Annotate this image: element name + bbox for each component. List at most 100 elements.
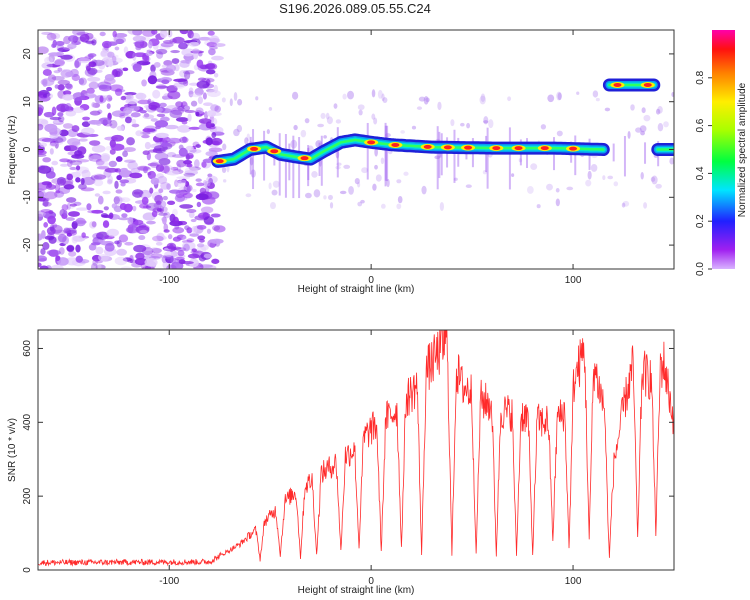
snr-y-label: SNR (10 * v/v) xyxy=(7,418,18,482)
noise-dot xyxy=(41,137,56,143)
noise-dot xyxy=(82,116,91,121)
noise-dot xyxy=(246,133,251,142)
noise-dot xyxy=(75,244,81,253)
noise-dot xyxy=(354,177,360,185)
noise-dot xyxy=(167,30,173,38)
noise-dot xyxy=(146,152,151,161)
noise-dot xyxy=(41,229,46,239)
noise-dot xyxy=(172,36,185,44)
noise-dot xyxy=(155,85,169,89)
noise-dot xyxy=(156,113,166,118)
noise-dot xyxy=(132,205,137,212)
noise-dot xyxy=(361,167,369,174)
noise-dot xyxy=(187,253,200,259)
noise-dot xyxy=(142,30,156,37)
noise-dot xyxy=(179,61,190,68)
noise-dot xyxy=(81,127,95,135)
noise-dot xyxy=(222,143,227,151)
noise-dot xyxy=(557,92,562,101)
spectral-peak-core xyxy=(443,145,452,150)
noise-dot xyxy=(397,195,403,204)
noise-dot xyxy=(109,84,124,92)
spectrogram-y-tick-label: 20 xyxy=(22,48,33,60)
noise-dot xyxy=(193,159,200,169)
noise-dot xyxy=(630,104,635,111)
noise-dot xyxy=(167,90,181,100)
noise-dot xyxy=(640,171,644,180)
noise-dot xyxy=(595,97,600,102)
colorbar-tick-label: 0.8 xyxy=(695,70,706,84)
noise-dot xyxy=(411,125,417,130)
noise-dot xyxy=(139,203,149,209)
noise-dot xyxy=(150,118,158,122)
noise-dot xyxy=(416,106,423,110)
colorbar-label: Normalized spectral amplitude xyxy=(737,82,748,217)
noise-dot xyxy=(268,182,272,190)
noise-dot xyxy=(317,123,325,128)
noise-dot xyxy=(74,150,83,157)
noise-dot xyxy=(160,181,170,190)
noise-dot xyxy=(38,191,48,198)
noise-dot xyxy=(72,92,86,102)
noise-dot xyxy=(145,51,153,57)
noise-dot xyxy=(76,207,89,211)
noise-dot xyxy=(300,129,307,138)
noise-dot xyxy=(566,186,574,191)
noise-dot xyxy=(181,48,196,57)
spectrogram-y-tick-label: 0 xyxy=(22,146,33,152)
noise-dot xyxy=(237,98,243,106)
noise-dot xyxy=(132,35,146,42)
noise-dot xyxy=(210,238,224,244)
noise-dot xyxy=(51,160,59,166)
colorbar: 0.0 0.2 0.4 0.6 0.8 Normalized spectral ampl… xyxy=(695,30,748,276)
noise-dot xyxy=(396,203,402,210)
noise-dot xyxy=(203,253,213,259)
noise-dot xyxy=(46,86,53,92)
noise-dot xyxy=(62,123,74,129)
noise-dot xyxy=(155,132,169,138)
noise-dot xyxy=(371,113,376,120)
noise-dot xyxy=(147,149,158,153)
noise-dot xyxy=(69,145,79,150)
noise-dot xyxy=(211,55,224,61)
noise-dot xyxy=(197,96,203,105)
noise-dot xyxy=(188,166,201,171)
noise-dot xyxy=(73,220,87,224)
spectrogram-y-tick-label: -10 xyxy=(22,190,33,205)
noise-dot xyxy=(164,251,174,257)
noise-dot xyxy=(78,138,88,142)
noise-dot xyxy=(43,221,49,228)
noise-dot xyxy=(151,247,162,254)
noise-dot xyxy=(155,164,165,172)
noise-dot xyxy=(160,42,174,48)
snr-x-label: Height of straight line (km) xyxy=(298,585,415,596)
noise-dot xyxy=(180,260,194,265)
noise-dot xyxy=(90,262,98,269)
noise-dot xyxy=(54,58,66,67)
noise-dot xyxy=(42,201,52,207)
noise-dot xyxy=(640,130,645,136)
noise-dot xyxy=(91,209,104,214)
noise-dot xyxy=(211,258,220,264)
noise-dot xyxy=(141,53,148,62)
noise-dot xyxy=(141,79,147,87)
noise-dot xyxy=(147,171,152,176)
noise-dot xyxy=(147,162,159,167)
noise-dot xyxy=(197,77,207,82)
noise-dot xyxy=(96,263,102,269)
noise-dot xyxy=(377,89,383,99)
noise-dot xyxy=(123,147,136,152)
noise-dot xyxy=(604,107,611,112)
noise-dot xyxy=(67,43,77,49)
noise-dot xyxy=(205,137,213,146)
noise-dot xyxy=(116,174,122,181)
colorbar-gradient xyxy=(712,30,735,269)
noise-dot xyxy=(38,182,48,191)
noise-dot xyxy=(159,164,171,174)
snr-y-tick-label: 200 xyxy=(22,487,33,504)
noise-dot xyxy=(80,187,95,192)
spectral-peak-core xyxy=(391,142,400,147)
noise-dot xyxy=(112,30,117,38)
noise-dot xyxy=(112,68,123,78)
snr-x-tick-label: 0 xyxy=(368,576,374,587)
